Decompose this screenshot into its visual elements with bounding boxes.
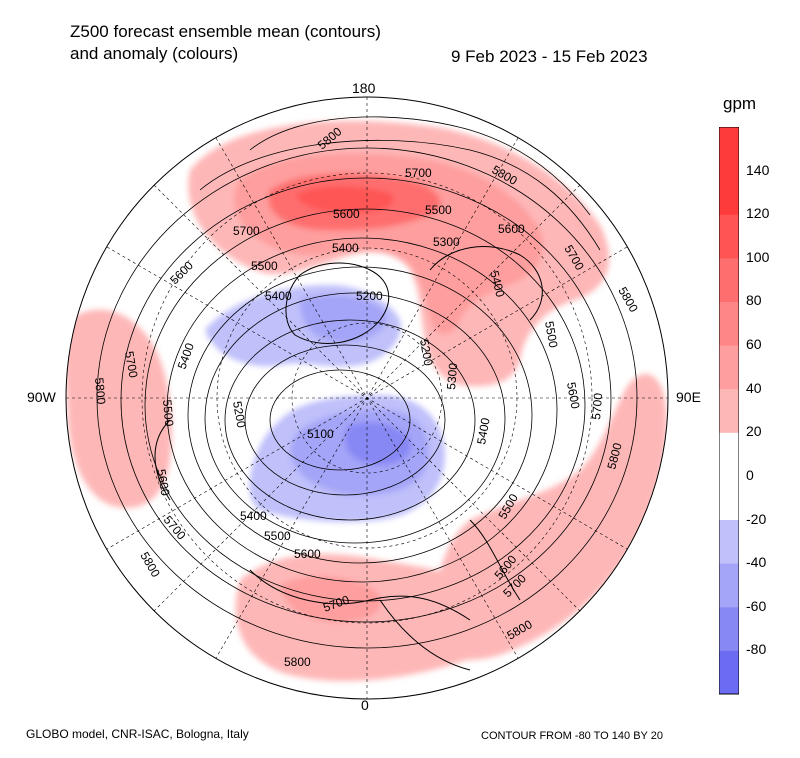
colorbar-band xyxy=(719,519,739,564)
contour-label: 5500 xyxy=(425,203,452,217)
colorbar-tick-label: -60 xyxy=(746,597,767,614)
contour-label: 5400 xyxy=(487,269,508,299)
contour-label: 5300 xyxy=(444,362,460,390)
colorbar-band xyxy=(719,345,739,390)
contour-label: 5400 xyxy=(332,241,359,255)
longitude-label-0: 0 xyxy=(361,697,369,713)
map-boundary xyxy=(65,96,669,700)
colorbar-band xyxy=(719,563,739,608)
contour-label: 5500 xyxy=(251,259,278,273)
contour-label: 5800 xyxy=(92,377,108,405)
colorbar-band xyxy=(719,432,739,477)
contour-label: 5200 xyxy=(230,400,248,429)
colorbar-band xyxy=(719,388,739,433)
longitude-label-180: 180 xyxy=(352,80,376,96)
contour-label: 5800 xyxy=(604,441,625,471)
contour-label: 5600 xyxy=(294,547,321,561)
colorbar-tick-label: 40 xyxy=(746,379,762,396)
contour-label: 5600 xyxy=(154,468,172,497)
coastlines xyxy=(154,246,543,671)
contour-label: 5600 xyxy=(564,381,582,410)
longitude-label-90w: 90W xyxy=(27,389,56,405)
map-title-line1: Z500 forecast ensemble mean (contours) xyxy=(70,22,381,41)
contour-label: 5500 xyxy=(542,320,560,349)
colorbar-band xyxy=(719,650,739,695)
contour-label: 5500 xyxy=(264,529,291,543)
map-title-line2: and anomaly (colours) xyxy=(70,44,239,63)
colorbar-band xyxy=(719,127,739,172)
contour-label: 5700 xyxy=(233,224,260,238)
contour-label: 5400 xyxy=(265,289,292,303)
colorbar-tick-label: 80 xyxy=(746,292,762,309)
contour-label: 5300 xyxy=(433,235,460,249)
colorbar-tick-label: 20 xyxy=(746,423,762,440)
colorbar-tick-label: 100 xyxy=(746,248,770,265)
colorbar-band xyxy=(719,214,739,259)
contour-label: 5800 xyxy=(615,285,641,315)
colorbar-band xyxy=(719,170,739,215)
contour-label: 5600 xyxy=(167,258,196,287)
longitude-label-90e: 90E xyxy=(676,389,701,405)
colorbar-unit: gpm xyxy=(723,94,757,113)
contour-label: 5400 xyxy=(474,416,492,445)
contour-label: 5700 xyxy=(405,166,432,180)
contour-label: 5200 xyxy=(417,338,435,367)
colorbar-tick-label: -20 xyxy=(746,510,767,527)
contour-label: 5800 xyxy=(284,655,311,669)
colorbar-band xyxy=(719,606,739,651)
colorbar-tick-label: 120 xyxy=(746,205,770,222)
contour-label: 5800 xyxy=(137,550,163,580)
colorbar-tick-label: 60 xyxy=(746,336,762,353)
contour-label: 5600 xyxy=(333,207,360,221)
contour-info: CONTOUR FROM -80 TO 140 BY 20 xyxy=(481,730,663,742)
contour-label: 5100 xyxy=(307,427,334,441)
model-credit: GLOBO model, CNR-ISAC, Bologna, Italy xyxy=(26,727,249,741)
contour-label: 5400 xyxy=(175,341,197,371)
anomaly-shading xyxy=(66,120,667,682)
contour-label: 5400 xyxy=(240,509,267,523)
colorbar-tick-label: -80 xyxy=(746,641,767,658)
colorbar-band xyxy=(719,475,739,521)
colorbar-tick-label: 140 xyxy=(746,161,770,178)
contour-label: 5700 xyxy=(589,392,605,420)
colorbar-band xyxy=(719,301,739,346)
colorbar xyxy=(719,127,739,695)
graticule xyxy=(66,97,668,699)
colorbar-tick-label: -40 xyxy=(746,554,767,571)
colorbar-tick-label: 0 xyxy=(746,466,754,483)
colorbar-band xyxy=(719,257,739,302)
contour-label: 5200 xyxy=(356,289,383,303)
forecast-date-range: 9 Feb 2023 - 15 Feb 2023 xyxy=(451,47,648,66)
contour-label: 5500 xyxy=(160,399,176,427)
contour-label: 5600 xyxy=(498,222,525,236)
contour-label: 5700 xyxy=(122,350,140,379)
